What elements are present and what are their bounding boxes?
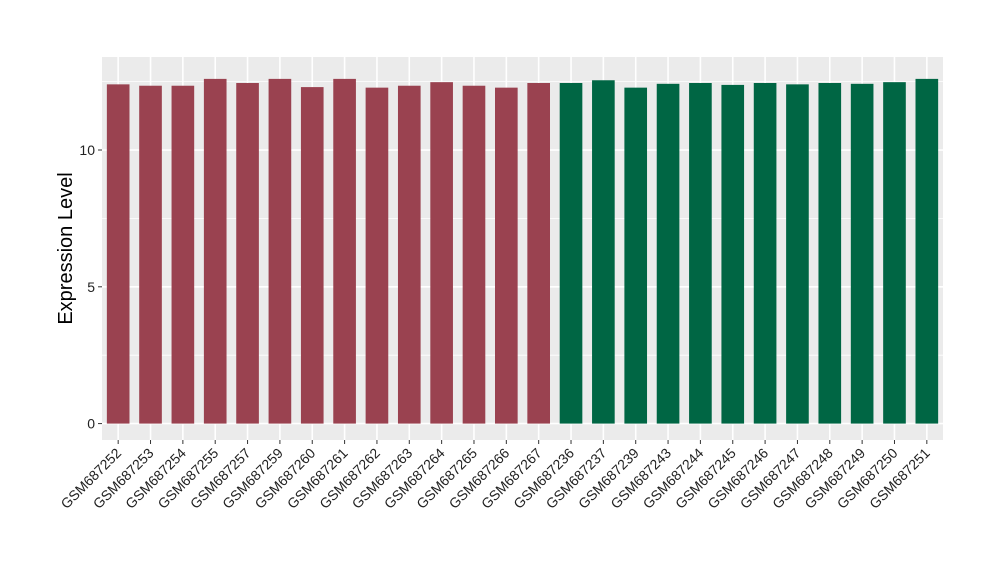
bar-GSM687248 [818, 82, 842, 424]
bar-GSM687243 [656, 83, 680, 424]
bar-GSM687237 [592, 80, 615, 424]
y-axis: 0 5 10 [79, 142, 102, 432]
bar-GSM687262 [365, 87, 389, 424]
bars [106, 78, 939, 424]
bar-GSM687247 [786, 84, 809, 424]
bar-GSM687239 [624, 87, 648, 424]
x-axis: GSM687252GSM687253GSM687254GSM687255GSM6… [57, 440, 933, 512]
bar-GSM687267 [527, 82, 550, 424]
bar-GSM687265 [462, 85, 486, 424]
bar-GSM687264 [430, 82, 453, 424]
bar-GSM687251 [915, 78, 939, 424]
bar-GSM687250 [883, 82, 906, 424]
bar-GSM687260 [300, 87, 324, 424]
bar-GSM687266 [495, 87, 518, 424]
bar-GSM687245 [721, 84, 745, 424]
bar-GSM687249 [850, 83, 874, 424]
bar-GSM687255 [203, 78, 227, 424]
bar-GSM687252 [106, 84, 130, 424]
y-tick-label: 0 [87, 416, 95, 432]
y-tick-label: 5 [87, 279, 95, 295]
bar-GSM687246 [753, 82, 777, 424]
bar-GSM687257 [236, 82, 259, 424]
plot-panel [102, 57, 943, 440]
bar-GSM687261 [333, 78, 356, 424]
y-axis-title: Expression Level [55, 172, 77, 324]
bar-GSM687244 [689, 82, 712, 424]
bar-GSM687253 [139, 85, 162, 424]
bar-GSM687254 [171, 85, 195, 424]
bar-GSM687259 [268, 78, 292, 424]
y-tick-label: 10 [79, 142, 95, 158]
bar-GSM687263 [397, 85, 421, 424]
bar-GSM687236 [559, 82, 583, 424]
